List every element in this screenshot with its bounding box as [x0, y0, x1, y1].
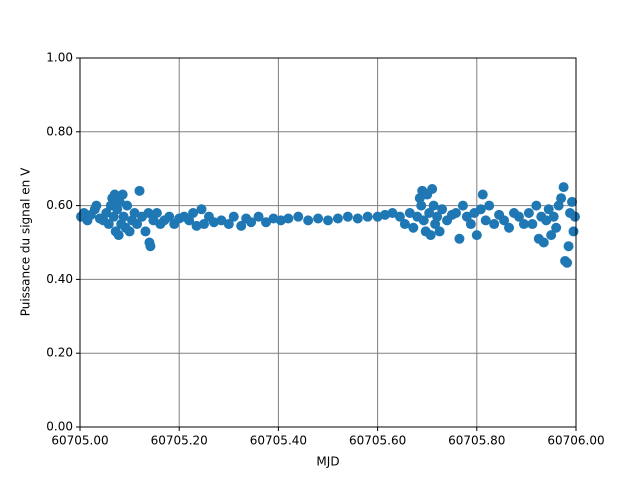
x-tick-label: 60705.00: [51, 434, 108, 448]
point: [450, 207, 461, 218]
point: [563, 241, 574, 252]
point: [568, 226, 579, 237]
x-tick-label: 60705.60: [349, 434, 406, 448]
y-tick-label: 0.60: [46, 198, 73, 212]
point: [454, 233, 465, 244]
point: [332, 213, 343, 224]
point: [236, 220, 247, 231]
y-tick-label: 0.00: [46, 420, 73, 434]
point: [538, 237, 549, 248]
point: [199, 219, 209, 230]
point: [425, 230, 436, 241]
point: [548, 211, 559, 222]
point: [457, 200, 468, 211]
point: [541, 215, 552, 226]
point: [283, 213, 294, 224]
point: [109, 189, 120, 200]
point: [477, 189, 488, 200]
point: [428, 200, 439, 211]
point: [394, 211, 405, 222]
x-tick-label: 60705.40: [250, 434, 307, 448]
point: [432, 211, 443, 222]
point: [471, 230, 482, 241]
x-tick-label: 60705.80: [448, 434, 505, 448]
point: [416, 200, 427, 211]
point: [253, 211, 264, 222]
y-tick-label: 0.40: [46, 272, 73, 286]
point: [404, 207, 415, 218]
point: [434, 226, 445, 237]
y-tick-label: 0.20: [46, 346, 73, 360]
point: [134, 185, 145, 196]
point: [387, 207, 398, 218]
point: [484, 200, 495, 211]
x-tick-label: 60705.20: [151, 434, 208, 448]
point: [465, 219, 476, 230]
plot-frame: [79, 57, 577, 428]
point: [418, 215, 429, 226]
point: [129, 207, 140, 218]
point: [437, 204, 448, 215]
point: [475, 204, 486, 215]
point: [570, 211, 581, 222]
point: [531, 200, 542, 211]
point: [556, 193, 567, 204]
point: [132, 219, 143, 230]
point: [164, 211, 175, 222]
point: [91, 200, 102, 211]
point: [342, 211, 353, 222]
y-axis-label: Puissance du signal en V: [19, 167, 33, 316]
point: [124, 226, 135, 237]
point: [523, 207, 534, 218]
point: [504, 222, 515, 233]
point: [261, 217, 271, 228]
point: [527, 219, 538, 230]
point: [546, 230, 557, 241]
point: [216, 215, 227, 226]
point: [567, 196, 578, 207]
point: [228, 211, 239, 222]
point: [101, 207, 112, 218]
point: [461, 211, 472, 222]
point: [293, 211, 304, 222]
point: [223, 219, 234, 230]
point: [480, 215, 491, 226]
point: [558, 182, 569, 193]
point: [246, 217, 257, 228]
point: [489, 219, 500, 230]
point: [117, 189, 128, 200]
point: [518, 219, 529, 230]
point: [188, 207, 199, 218]
point: [103, 219, 114, 230]
point: [562, 257, 573, 268]
point: [113, 230, 124, 241]
point: [151, 207, 162, 218]
point: [323, 215, 333, 226]
x-axis-label: MJD: [316, 455, 339, 469]
point: [122, 200, 133, 211]
point: [196, 204, 207, 215]
point: [143, 207, 154, 218]
point: [499, 215, 510, 226]
point: [118, 211, 129, 222]
points: [75, 182, 581, 268]
point: [399, 219, 410, 230]
y-tick-label: 1.00: [46, 51, 73, 65]
point: [427, 183, 438, 194]
x-tick-label: 60706.00: [547, 434, 604, 448]
y-tick-label: 0.80: [46, 124, 73, 138]
point: [543, 204, 554, 215]
point: [140, 226, 151, 237]
point: [313, 213, 324, 224]
point: [408, 222, 419, 233]
point: [184, 215, 195, 226]
point: [424, 207, 435, 218]
point: [352, 213, 363, 224]
point: [513, 211, 524, 222]
point: [303, 215, 314, 226]
point: [145, 241, 156, 252]
point: [551, 222, 562, 233]
point: [362, 211, 373, 222]
